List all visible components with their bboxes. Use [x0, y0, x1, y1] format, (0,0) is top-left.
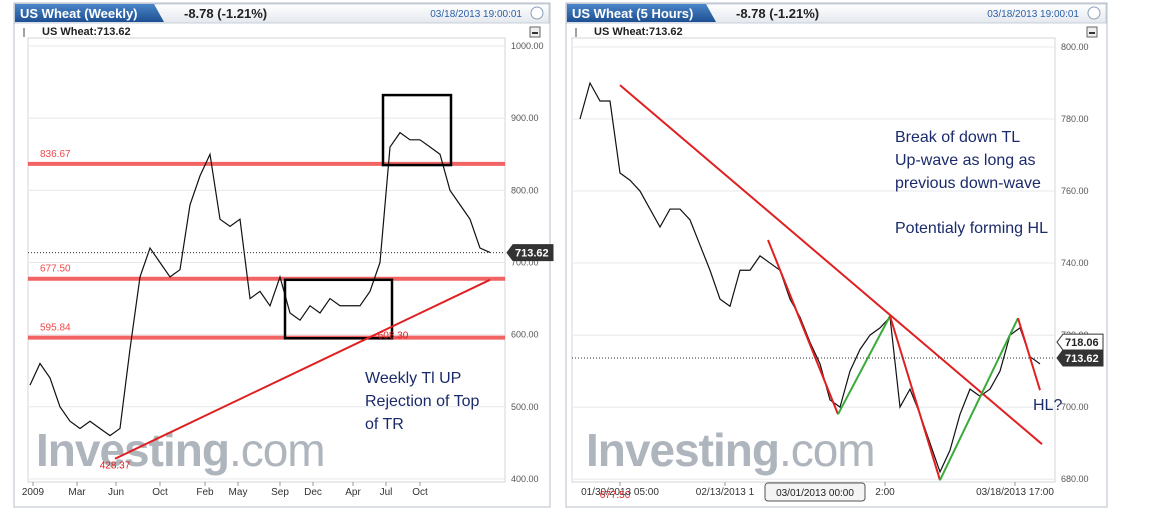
x-tick-label: Feb: [196, 487, 214, 498]
watermark-domain: .com: [779, 424, 875, 476]
chart-panel: US Wheat (5 Hours) -8.78 (-1.21%) 03/18/20…: [565, 2, 1108, 508]
watermark-brand: Investing: [586, 424, 779, 476]
price-label: 677.50: [600, 490, 631, 501]
x-tick-label: Sep: [271, 487, 289, 498]
y-tick-label: 1000.00: [511, 41, 544, 51]
y-tick-label: 700.00: [1061, 402, 1089, 412]
level-label: 595.84: [40, 323, 71, 334]
last-price-label: 713.62: [515, 248, 549, 260]
annotation: Up-wave as long as: [895, 152, 1036, 169]
x-tick-label: May: [229, 487, 248, 498]
x-tick-label: 2009: [22, 487, 45, 498]
trend-line: [837, 315, 891, 415]
prev-price-label: 718.06: [1065, 337, 1099, 349]
title-tab: [15, 4, 164, 22]
x-tick-label: Jun: [108, 487, 124, 498]
trend-line: [939, 317, 1019, 481]
instrument-label: US Wheat:713.62: [594, 26, 683, 38]
x-cursor-box: [764, 482, 866, 502]
last-price-label: 713.62: [1065, 353, 1099, 365]
price-change: -8.78 (-1.21%): [184, 6, 267, 21]
x-tick-label: 03/18/2013 17:00: [976, 487, 1054, 498]
plot-area: [571, 37, 1056, 483]
plot-area: [27, 37, 506, 483]
level-label: 836.67: [40, 149, 71, 160]
y-tick-label: 400.00: [511, 474, 539, 484]
price-line: [29, 131, 491, 437]
instrument-label: US Wheat:713.62: [42, 26, 131, 38]
x-tick-label: 02/13/2013 1: [696, 487, 755, 498]
prev-price-box: [1056, 333, 1104, 351]
x-tick-label: Oct: [152, 487, 168, 498]
x-tick-label: 01/30/2013 05:00: [581, 487, 659, 498]
y-tick-label: 780.00: [1061, 114, 1089, 124]
y-tick-label: 680.00: [1061, 474, 1089, 484]
price-label: 428.37: [100, 460, 131, 471]
annotation: previous down-wave: [895, 175, 1041, 192]
x-tick-label: Oct: [412, 487, 428, 498]
trend-line: [619, 84, 1043, 445]
y-tick-label: 700.00: [511, 257, 539, 267]
x-tick-label: Jul: [380, 487, 393, 498]
trend-line: [767, 239, 839, 415]
x-tick-label: Mar: [68, 487, 86, 498]
last-price-box: [1056, 349, 1104, 367]
chart-title: US Wheat (Weekly): [20, 6, 138, 21]
annotation: Potentialy forming HL: [895, 220, 1048, 237]
x-tick-label: Apr: [345, 487, 361, 498]
x-tick-label: Dec: [304, 487, 322, 498]
price-change: -8.78 (-1.21%): [736, 6, 819, 21]
trend-line: [889, 315, 941, 481]
y-tick-label: 800.00: [1061, 42, 1089, 52]
trend-line: [1017, 317, 1041, 391]
y-tick-label: 900.00: [511, 113, 539, 123]
y-tick-label: 500.00: [511, 402, 539, 412]
y-tick-label: 760.00: [1061, 186, 1089, 196]
timestamp: 03/18/2013 19:00:01: [987, 9, 1079, 20]
watermark: Investing.com: [586, 424, 875, 476]
x-cursor-label: 03/01/2013 00:00: [776, 488, 854, 499]
title-tab: [567, 4, 716, 22]
annotation: HL?: [1033, 397, 1062, 414]
last-price-box: [506, 244, 554, 262]
y-tick-label: 740.00: [1061, 258, 1089, 268]
chart-title: US Wheat (5 Hours): [572, 6, 693, 21]
settings-icon: [1087, 6, 1101, 20]
price-label: 608.30: [378, 331, 409, 342]
x-tick-label: 2:00: [875, 487, 895, 498]
range-box: [381, 93, 453, 167]
chart-panel: US Wheat (Weekly) -8.78 (-1.21%) 03/18/201…: [13, 2, 554, 508]
y-tick-label: 600.00: [511, 330, 539, 340]
trend-line: [114, 278, 491, 460]
y-tick-label: 800.00: [511, 185, 539, 195]
annotation: Weekly Tl UP: [365, 370, 461, 387]
annotation: of TR: [365, 416, 404, 433]
watermark-domain: .com: [229, 424, 325, 476]
annotation: Break of down TL: [895, 129, 1020, 146]
watermark: Investing.com: [36, 424, 325, 476]
range-box: [283, 278, 394, 340]
annotation: Rejection of Top: [365, 393, 480, 410]
timestamp: 03/18/2013 19:00:01: [430, 9, 522, 20]
settings-icon: [530, 6, 544, 20]
level-label: 677.50: [40, 264, 71, 275]
